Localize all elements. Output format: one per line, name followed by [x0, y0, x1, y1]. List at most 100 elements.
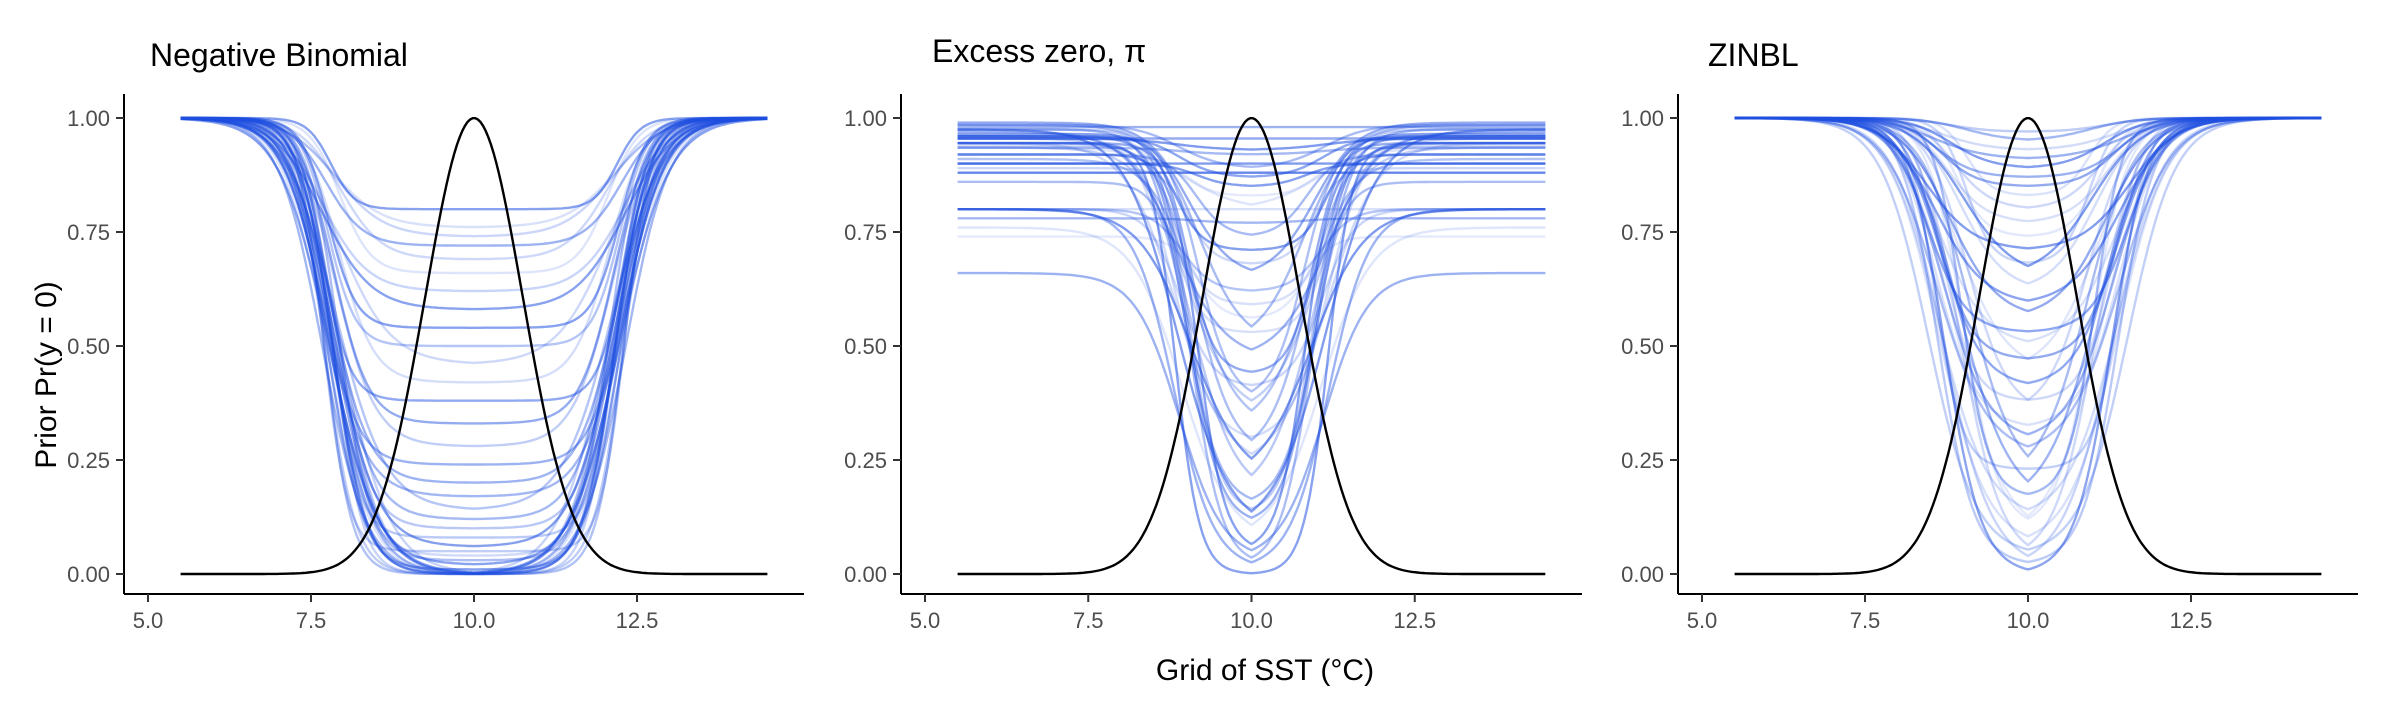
- prior-curve: [180, 116, 768, 275]
- prior-curve: [957, 137, 1546, 151]
- axes: 0.00 0.25 0.50 0.75 1.00 5.0 7.5 10.0 12.5: [844, 94, 1582, 633]
- prior-curve: [180, 117, 768, 510]
- prior-curve: [957, 208, 1546, 387]
- density-curve: [1734, 117, 2322, 576]
- prior-curve: [1734, 116, 2322, 302]
- y-tick-label: 0.50: [1621, 334, 1664, 359]
- panel-excess-zero: Excess zero, π 0.00 0.25 0.50 0.75 1.00 5.0 7.…: [844, 33, 1582, 633]
- prior-curve: [180, 117, 768, 566]
- x-axis-title: Grid of SST (°C): [1156, 654, 1374, 687]
- prior-curve: [957, 167, 1546, 265]
- y-tick-label: 0.25: [67, 448, 110, 473]
- prior-curve: [180, 116, 768, 384]
- y-tick-label: 0.25: [1621, 448, 1664, 473]
- y-tick-label: 0.00: [67, 562, 110, 587]
- prior-curve: [957, 121, 1546, 272]
- prior-curve: [957, 226, 1546, 527]
- y-tick-label: 0.75: [1621, 220, 1664, 245]
- density-curve: [957, 117, 1546, 576]
- prior-curve: [957, 135, 1546, 178]
- x-tick-label: 7.5: [296, 608, 327, 633]
- prior-curve: [180, 116, 768, 211]
- y-tick-label: 0.00: [1621, 562, 1664, 587]
- prior-curve: [957, 146, 1546, 402]
- prior-curve: [180, 117, 768, 293]
- prior-curve: [180, 116, 768, 425]
- prior-curve: [180, 116, 768, 539]
- axes: 0.00 0.25 0.50 0.75 1.00 5.0 7.5 10.0 12.5: [67, 94, 804, 633]
- prior-curve: [1734, 116, 2322, 343]
- prior-curve: [180, 117, 768, 448]
- prior-curve: [180, 116, 768, 247]
- y-tick-label: 0.00: [844, 562, 887, 587]
- prior-curve: [180, 117, 768, 548]
- prior-curve: [957, 144, 1546, 306]
- prior-curve: [1734, 116, 2322, 511]
- prior-curve: [180, 116, 768, 553]
- prior-curve: [1734, 116, 2322, 521]
- x-tick-label: 12.5: [616, 608, 659, 633]
- prior-curve: [1734, 116, 2322, 470]
- x-tick-label: 5.0: [1687, 608, 1718, 633]
- prior-curve: [1734, 116, 2322, 558]
- y-tick-label: 1.00: [1621, 106, 1664, 131]
- prior-curve: [180, 117, 768, 365]
- prior-curve: [957, 217, 1546, 224]
- x-tick-label: 7.5: [1850, 608, 1881, 633]
- axes: 0.00 0.25 0.50 0.75 1.00 5.0 7.5 10.0 12.5: [1621, 94, 2358, 633]
- prior-curve: [180, 117, 768, 498]
- prior-curve: [1734, 116, 2322, 197]
- prior-curve: [1734, 116, 2322, 285]
- prior-curve: [1734, 116, 2322, 133]
- x-tick-label: 10.0: [453, 608, 496, 633]
- prior-curve: [180, 116, 768, 484]
- prior-curve: [1734, 116, 2322, 223]
- prior-curve: [1734, 116, 2322, 496]
- prior-curve: [180, 116, 768, 521]
- prior-curve: [1734, 116, 2322, 151]
- prior-curve: [957, 208, 1546, 292]
- prior-curve: [957, 146, 1546, 156]
- y-tick-label: 1.00: [844, 106, 887, 131]
- prior-curve: [180, 116, 768, 562]
- panel-title: Negative Binomial: [150, 37, 408, 73]
- panel-title: ZINBL: [1708, 37, 1799, 73]
- prior-curve: [1734, 116, 2322, 436]
- x-tick-label: 12.5: [1393, 608, 1436, 633]
- prior-curve: [180, 116, 768, 576]
- prior-curve: [957, 271, 1546, 552]
- prior-curves: [957, 117, 1546, 576]
- prior-curve: [180, 117, 768, 238]
- prior-curve: [957, 235, 1546, 319]
- prior-curve: [957, 180, 1546, 559]
- prior-curve: [957, 153, 1546, 546]
- y-tick-label: 1.00: [67, 106, 110, 131]
- prior-curve: [1734, 116, 2322, 313]
- x-tick-label: 7.5: [1073, 608, 1104, 633]
- prior-curve: [957, 128, 1546, 511]
- prior-curve: [957, 141, 1546, 456]
- prior-curve: [957, 141, 1546, 575]
- prior-curve: [1734, 116, 2322, 551]
- prior-curve: [1734, 116, 2322, 361]
- prior-curve: [957, 141, 1546, 373]
- x-tick-label: 12.5: [2170, 608, 2213, 633]
- prior-curve: [957, 123, 1546, 169]
- prior-curve: [1734, 116, 2322, 538]
- prior-curve: [957, 137, 1546, 477]
- prior-curve: [1734, 116, 2322, 427]
- prior-curve: [1734, 116, 2322, 169]
- prior-curve: [957, 208, 1546, 461]
- prior-curve: [1734, 116, 2322, 459]
- prior-curve: [180, 117, 768, 229]
- x-tick-label: 5.0: [133, 608, 164, 633]
- x-tick-label: 5.0: [910, 608, 941, 633]
- prior-curve: [180, 116, 768, 557]
- prior-curve: [1734, 116, 2322, 448]
- x-tick-label: 10.0: [1230, 608, 1273, 633]
- panel-title: Excess zero, π: [932, 33, 1146, 69]
- prior-curve: [957, 153, 1546, 236]
- prior-curve: [180, 117, 768, 311]
